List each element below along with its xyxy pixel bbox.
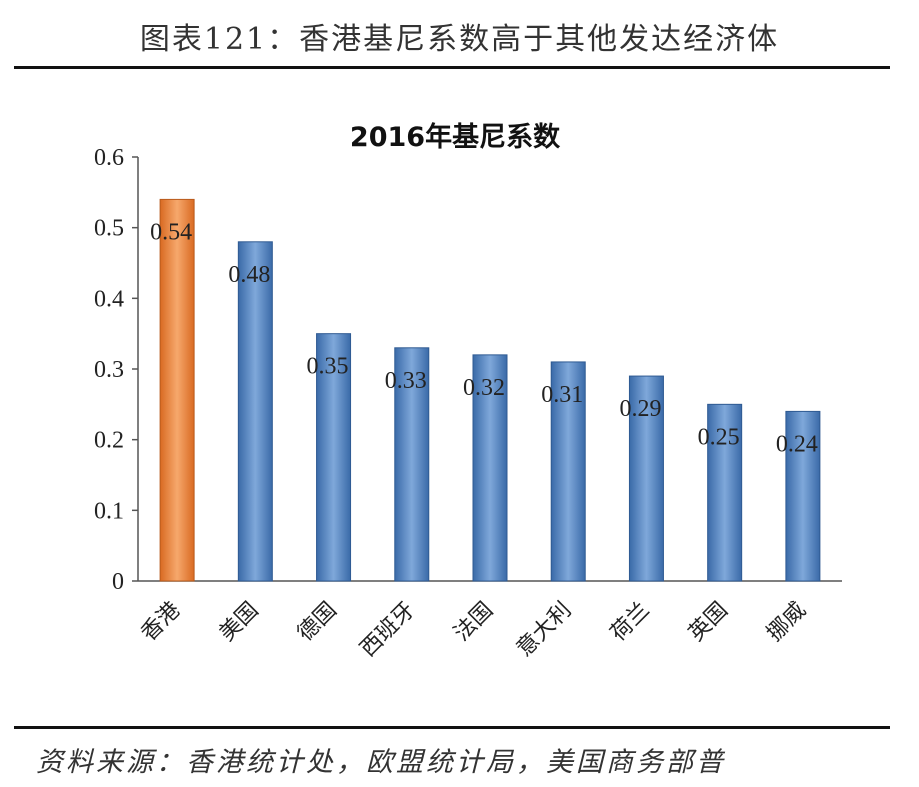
category-label: 美国 bbox=[215, 598, 264, 647]
bar bbox=[785, 410, 821, 582]
data-label: 0.25 bbox=[698, 424, 740, 450]
y-tick-label: 0.2 bbox=[94, 428, 124, 454]
bar bbox=[472, 354, 508, 582]
data-label: 0.35 bbox=[307, 354, 349, 380]
category-label: 德国 bbox=[293, 598, 342, 647]
category-label: 西班牙 bbox=[356, 598, 420, 662]
data-label: 0.32 bbox=[463, 375, 505, 401]
top-rule bbox=[14, 66, 890, 69]
bar bbox=[159, 198, 195, 582]
y-tick-label: 0.1 bbox=[94, 498, 124, 524]
data-label: 0.29 bbox=[619, 396, 661, 422]
data-labels: 0.54 0.48 0.35 0.33 0.32 0.31 0.29 0.25 0.24 bbox=[150, 219, 818, 457]
bar-chart: 2016年基尼系数 00.10.20.30.40.50.6 0.540.480.… bbox=[94, 121, 842, 662]
bar bbox=[707, 403, 743, 582]
category-labels: 香港 美国 德国 西班牙 法国 意大利 荷兰 英国 挪威 bbox=[137, 598, 812, 662]
data-label: 0.54 bbox=[150, 219, 192, 245]
category-label: 荷兰 bbox=[606, 598, 655, 647]
bars bbox=[159, 198, 821, 582]
bottom-rule bbox=[14, 726, 890, 729]
bar bbox=[316, 333, 352, 582]
data-label: 0.33 bbox=[385, 368, 427, 394]
data-label: 0.48 bbox=[228, 262, 270, 288]
chart-title: 2016年基尼系数 bbox=[350, 121, 561, 153]
bar bbox=[237, 241, 273, 582]
figure-title: 图表121：香港基尼系数高于其他发达经济体 bbox=[139, 22, 780, 57]
data-label: 0.31 bbox=[541, 382, 583, 408]
category-label: 香港 bbox=[137, 598, 186, 647]
y-tick-label: 0.5 bbox=[94, 216, 124, 242]
category-label: 挪威 bbox=[762, 598, 811, 647]
category-label: 法国 bbox=[449, 598, 498, 647]
category-label: 意大利 bbox=[512, 598, 576, 662]
y-tick-label: 0.4 bbox=[94, 286, 124, 312]
bar bbox=[394, 347, 430, 582]
y-tick-label: 0 bbox=[112, 569, 124, 595]
y-tick-label: 0.3 bbox=[94, 357, 124, 383]
source-note: 资料来源：香港统计处，欧盟统计局，美国商务部普 bbox=[36, 747, 726, 778]
y-tick-label: 0.6 bbox=[94, 145, 124, 171]
data-label: 0.24 bbox=[776, 431, 818, 457]
bar bbox=[628, 375, 664, 582]
category-label: 英国 bbox=[684, 598, 733, 647]
bar bbox=[550, 361, 586, 582]
